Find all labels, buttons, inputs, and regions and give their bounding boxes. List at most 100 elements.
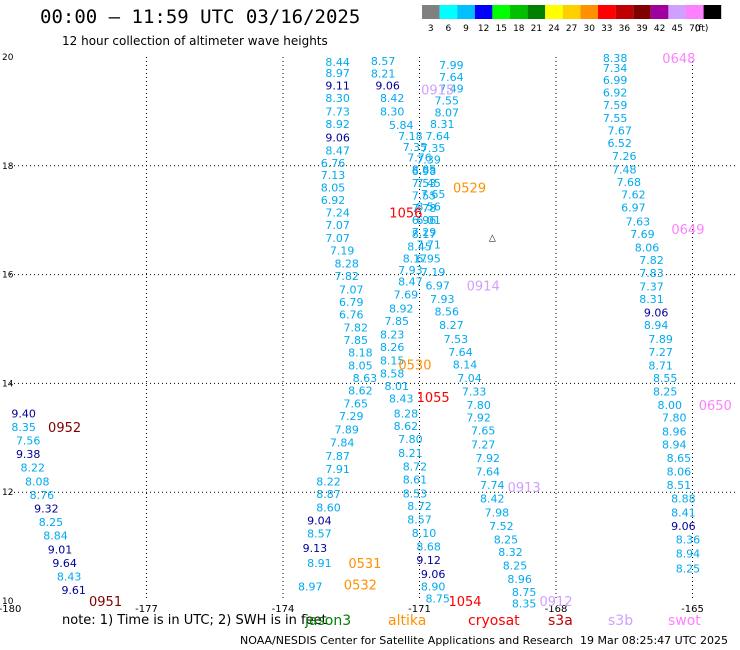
track-pass-4: 8.387.346.996.927.597.557.676.527.267.48…	[603, 52, 700, 575]
wave-height-value: 8.36	[676, 534, 701, 547]
wave-height-value: 7.78	[412, 202, 437, 215]
wave-height-value: 8.60	[316, 501, 341, 514]
wave-height-value: 8.92	[389, 302, 414, 315]
wave-height-value: 8.90	[421, 580, 446, 593]
footer-note: note: 1) Time is in UTC; 2) SWH is in fe…	[62, 613, 327, 628]
wave-height-value: 7.64	[476, 466, 501, 479]
pass-time-label: 0531	[348, 557, 381, 572]
y-tick-label: 18	[2, 162, 14, 172]
wave-height-value: 9.64	[52, 557, 77, 570]
wave-height-value: 7.73	[325, 105, 350, 118]
y-tick-label: 20	[2, 53, 14, 63]
legend-swatch	[492, 5, 510, 19]
wave-height-value: 7.26	[612, 150, 637, 163]
wave-height-value: 7.55	[603, 112, 628, 125]
wave-height-value: 8.21	[398, 447, 423, 460]
wave-height-value: 9.01	[48, 543, 73, 556]
wave-height-value: 7.35	[403, 141, 428, 154]
wave-height-value: 7.55	[412, 190, 437, 203]
x-tick-label: -171	[408, 604, 431, 612]
wave-height-value: 8.45	[407, 240, 432, 253]
wave-height-value: 8.17	[403, 252, 428, 265]
wave-height-value: 8.06	[667, 466, 692, 479]
legend-label: 6	[446, 24, 452, 34]
wave-height-value: 8.42	[480, 493, 505, 506]
pass-time-label: 0952	[48, 421, 81, 436]
wave-height-value: 7.69	[394, 289, 419, 302]
wave-height-value: 8.57	[407, 513, 432, 526]
wave-height-value: 8.35	[512, 598, 537, 611]
wave-height-value: 9.06	[644, 307, 669, 320]
wave-height-value: 8.31	[430, 118, 455, 131]
wave-height-value: 8.96	[662, 425, 687, 438]
legend-swatch	[703, 5, 722, 19]
wave-height-value: 9.12	[416, 554, 441, 567]
wave-height-value: 7.19	[330, 245, 355, 258]
wave-height-value: 8.17	[412, 228, 437, 241]
wave-height-value: 8.58	[380, 368, 405, 381]
wave-height-value: 7.83	[639, 267, 664, 280]
wave-height-value: 8.57	[307, 528, 332, 541]
wave-height-value: 6.01	[416, 214, 441, 227]
x-tick-label: -165	[681, 604, 704, 612]
wave-height-value: 7.19	[421, 266, 446, 279]
wave-height-value: 9.04	[307, 514, 332, 527]
wave-height-value: 7.18	[398, 130, 423, 143]
legend-swatch	[527, 5, 546, 19]
wave-height-value: 6.76	[339, 308, 364, 321]
wave-height-value: 7.65	[344, 398, 369, 411]
wave-height-value: 8.71	[648, 359, 673, 372]
wave-height-value: 8.87	[316, 488, 341, 501]
pass-time-label: 1056	[389, 207, 422, 222]
wave-height-value: 8.61	[403, 474, 428, 487]
wave-height-value: 7.35	[421, 142, 446, 155]
legend-label: 27	[566, 24, 577, 34]
wave-height-value: 8.10	[412, 527, 437, 540]
wave-height-value: 7.67	[607, 124, 632, 137]
wave-height-value: 6.52	[607, 137, 632, 150]
legend-label: 36	[619, 24, 631, 34]
wave-height-value: 6.96	[412, 214, 437, 227]
wave-height-value: 8.57	[371, 55, 396, 68]
wave-height-value: 8.43	[57, 571, 82, 584]
wave-height-value: 7.76	[407, 152, 432, 165]
wave-height-value: 7.98	[485, 506, 510, 519]
pass-time-labels: 0648 0915 0529 1056 0649 0914 0530 1055 0650 0952…	[48, 52, 732, 610]
wave-height-value: 8.27	[439, 319, 464, 332]
wave-height-points: 8.448.979.118.307.738.929.068.476.767.13…	[11, 52, 700, 611]
wave-height-value: 7.91	[325, 463, 350, 476]
wave-height-value: 6.76	[321, 157, 346, 170]
wave-height-value: 7.62	[621, 189, 646, 202]
wave-height-value: 8.05	[321, 182, 346, 195]
x-tick-label: -174	[272, 604, 295, 612]
wave-height-value: 8.47	[325, 145, 350, 158]
wave-height-value: 9.06	[325, 132, 350, 145]
wave-height-value: 8.53	[403, 487, 428, 500]
wave-height-value: 7.59	[603, 99, 628, 112]
wave-height-value: 7.04	[457, 372, 482, 385]
legend-swatch	[598, 5, 616, 19]
legend-swatch	[650, 5, 669, 19]
x-tick-label: -168	[545, 604, 568, 612]
wave-height-value: 7.49	[439, 83, 464, 96]
wave-height-value: 8.15	[380, 355, 405, 368]
pass-time-label: 0530	[398, 358, 431, 373]
wave-height-value: 8.25	[653, 386, 678, 399]
y-tick-label: 10	[2, 597, 14, 607]
legend-label: 30	[583, 24, 595, 34]
x-tick-label: -180	[0, 604, 21, 612]
wave-height-value: 8.72	[407, 500, 432, 513]
pass-time-label: 0529	[453, 182, 486, 197]
wave-height-value: 7.80	[662, 412, 687, 425]
pass-time-label: 0650	[699, 399, 732, 414]
wave-height-value: 8.94	[662, 438, 687, 451]
legend-label: 9	[463, 24, 469, 34]
wave-height-value: 7.80	[398, 433, 423, 446]
wave-height-value: 7.27	[471, 438, 496, 451]
legend-swatch	[545, 5, 563, 19]
satellite-label-s3b: s3b	[608, 613, 634, 629]
legend-label: 42	[654, 24, 665, 34]
y-tick-label: 16	[2, 271, 14, 281]
legend-swatch	[457, 5, 475, 19]
wave-height-value: 6.98	[412, 165, 437, 178]
